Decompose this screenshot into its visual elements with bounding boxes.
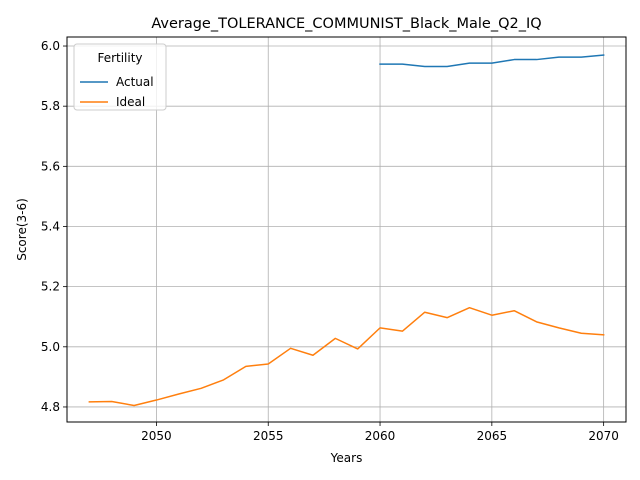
y-tick-label: 5.2 (41, 280, 60, 294)
x-tick-label: 2055 (253, 429, 284, 443)
x-tick-label: 2065 (477, 429, 508, 443)
legend: Fertility Actual Ideal (73, 43, 167, 111)
series-layer (88, 54, 605, 407)
y-tick-label: 6.0 (41, 39, 60, 53)
plot-frame (66, 36, 627, 423)
y-axis-label: Score(3-6) (15, 198, 29, 261)
y-tick-label: 4.8 (41, 400, 60, 414)
x-tick-label: 2050 (141, 429, 172, 443)
legend-box (73, 43, 167, 111)
y-tick-label: 5.0 (41, 340, 60, 354)
y-axis: 4.8 5.0 5.2 5.4 5.6 5.8 6.0 (41, 39, 67, 414)
chart-title: Average_TOLERANCE_COMMUNIST_Black_Male_Q… (151, 16, 541, 32)
x-tick-label: 2060 (365, 429, 396, 443)
x-tick-label: 2070 (588, 429, 619, 443)
y-tick-label: 5.4 (41, 219, 60, 233)
y-tick-label: 5.8 (41, 99, 60, 113)
legend-label-actual: Actual (116, 75, 154, 89)
x-axis: 2050 2055 2060 2065 2070 (141, 422, 619, 443)
grid (67, 37, 626, 422)
legend-label-ideal: Ideal (116, 95, 145, 109)
y-tick-label: 5.6 (41, 159, 60, 173)
legend-title: Fertility (97, 51, 142, 65)
x-axis-label: Years (330, 451, 363, 465)
series-line-actual (379, 54, 605, 68)
series-line-ideal (88, 306, 605, 407)
